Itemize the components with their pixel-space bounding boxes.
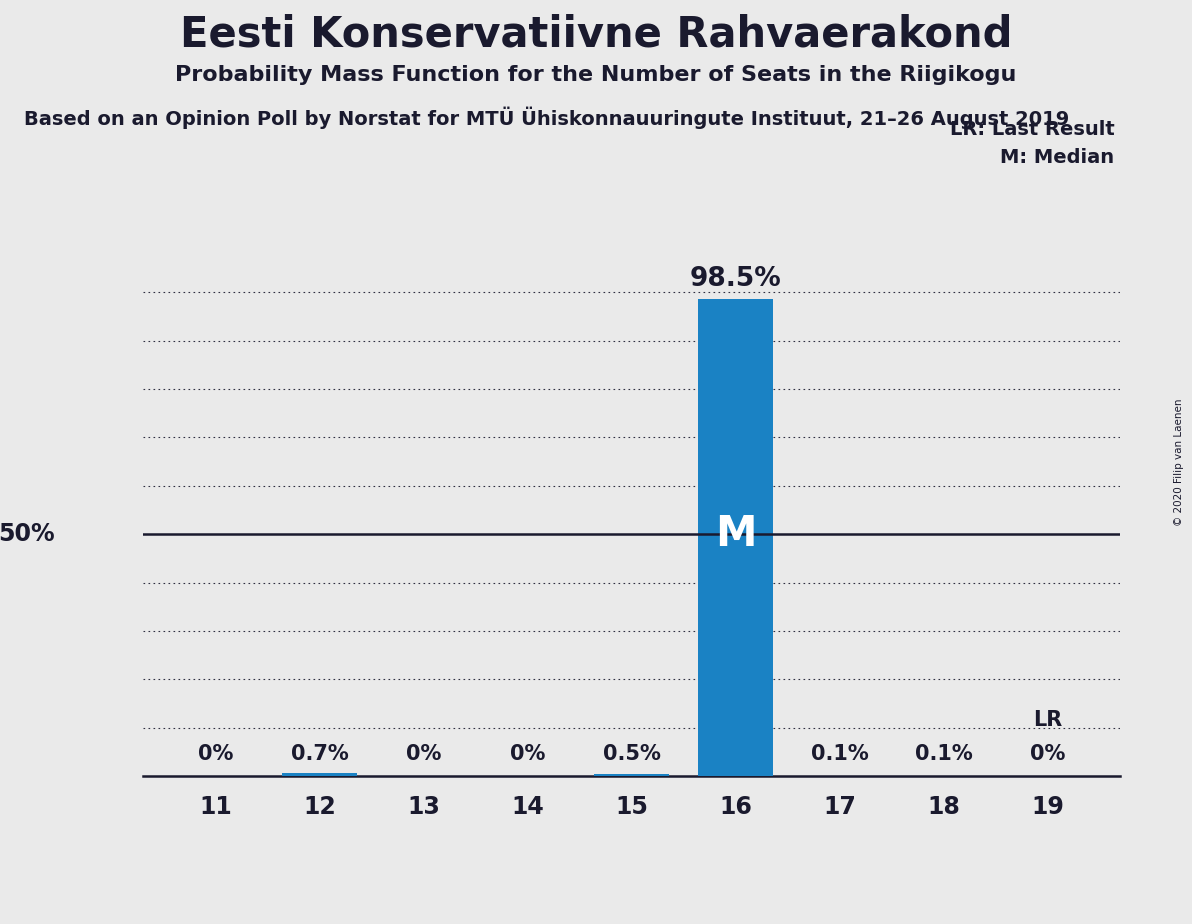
Bar — [283, 772, 358, 776]
Text: 0%: 0% — [406, 745, 441, 764]
Text: Eesti Konservatiivne Rahvaerakond: Eesti Konservatiivne Rahvaerakond — [180, 14, 1012, 55]
Text: M: Median: M: Median — [1000, 148, 1115, 167]
Text: 0%: 0% — [510, 745, 546, 764]
Text: Based on an Opinion Poll by Norstat for MTÜ Ühiskonnauuringute Instituut, 21–26 : Based on an Opinion Poll by Norstat for … — [24, 106, 1069, 128]
Text: © 2020 Filip van Laenen: © 2020 Filip van Laenen — [1174, 398, 1184, 526]
Text: 0.1%: 0.1% — [811, 745, 869, 764]
Text: 0.1%: 0.1% — [914, 745, 973, 764]
Text: 98.5%: 98.5% — [690, 266, 782, 292]
Text: 0%: 0% — [198, 745, 234, 764]
Text: LR: Last Result: LR: Last Result — [950, 120, 1115, 140]
Text: 0%: 0% — [1030, 745, 1066, 764]
Text: LR: LR — [1033, 711, 1062, 731]
Bar — [699, 299, 774, 776]
Text: 0.7%: 0.7% — [291, 745, 349, 764]
Bar — [595, 773, 669, 776]
Text: M: M — [715, 513, 757, 555]
Text: 0.5%: 0.5% — [603, 745, 660, 764]
Text: 50%: 50% — [0, 522, 55, 546]
Text: Probability Mass Function for the Number of Seats in the Riigikogu: Probability Mass Function for the Number… — [175, 65, 1017, 85]
